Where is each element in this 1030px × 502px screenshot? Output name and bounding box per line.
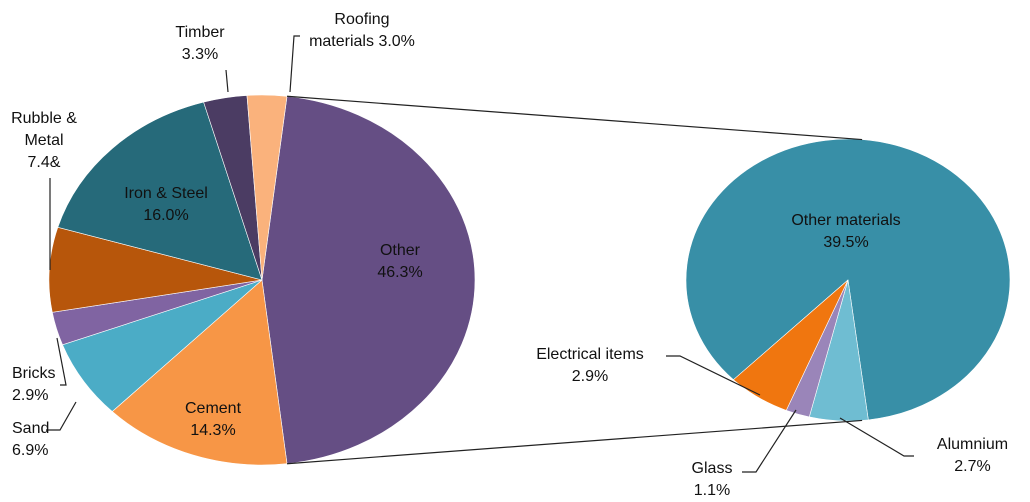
value-label: 16.0% (143, 207, 189, 224)
category-label: Iron & Steel (124, 185, 208, 202)
pie-slice (261, 95, 476, 465)
slice-label: Bricks 2.9% (12, 363, 72, 407)
slice-label: Electrical items 2.9% (510, 344, 670, 388)
slice-label: Timber 3.3% (160, 22, 240, 66)
leader-line (742, 409, 797, 473)
pie-slice (57, 101, 263, 281)
leader-line (56, 337, 67, 386)
category-label: Bricks (12, 365, 56, 382)
slice-label: Other 46.3% (345, 240, 455, 284)
value-label: 3.3% (181, 46, 219, 63)
value-label: 39.5% (823, 234, 869, 251)
category-label: Electrical items (536, 346, 644, 363)
slice-label: Rubble & Metal 7.4& (5, 108, 83, 174)
category-label: Other materials (791, 212, 901, 229)
slice-label: Iron & Steel 16.0% (96, 183, 236, 227)
connector-line (286, 419, 863, 465)
category-label: Timber (175, 24, 225, 41)
category-label: Sand (12, 420, 50, 437)
slice-label: Glass 1.1% (672, 458, 752, 502)
leader-line (46, 401, 77, 431)
leader-line (289, 35, 300, 93)
slice-label: Sand 6.9% (12, 418, 72, 462)
value-label: 2.7% (954, 458, 991, 475)
value-label: 2.9% (571, 368, 609, 385)
value-label: 6.9% (12, 442, 49, 459)
pie-slice (732, 279, 849, 411)
pie-slice (246, 94, 288, 281)
slice-label: Other materials 39.5% (771, 210, 921, 254)
value-label: 2.9% (12, 387, 49, 404)
slice-label: Roofing materials 3.0% (300, 9, 424, 53)
leader-line (225, 69, 229, 93)
slice-label: Alumnium 2.7% (915, 434, 1030, 478)
leader-line (666, 355, 761, 396)
category-label: Roofing materials (309, 11, 390, 50)
value-label: 7.4& (27, 154, 61, 171)
value-label: 46.3% (377, 264, 423, 281)
connector-line (286, 95, 863, 141)
category-label: Rubble & Metal (11, 110, 77, 149)
pie-slice (685, 138, 1011, 421)
leader-lines (46, 35, 914, 473)
value-label: 3.0% (378, 33, 415, 50)
value-label: 1.1% (693, 482, 731, 499)
slice-label: Cement 14.3% (158, 398, 268, 442)
pie-slice (111, 279, 288, 466)
category-label: Other (379, 242, 420, 259)
value-label: 14.3% (190, 422, 236, 439)
category-label: Cement (184, 400, 242, 417)
category-label: Glass (691, 460, 733, 477)
pies (48, 94, 1011, 466)
leader-line (839, 417, 914, 457)
category-label: Alumnium (936, 436, 1009, 453)
